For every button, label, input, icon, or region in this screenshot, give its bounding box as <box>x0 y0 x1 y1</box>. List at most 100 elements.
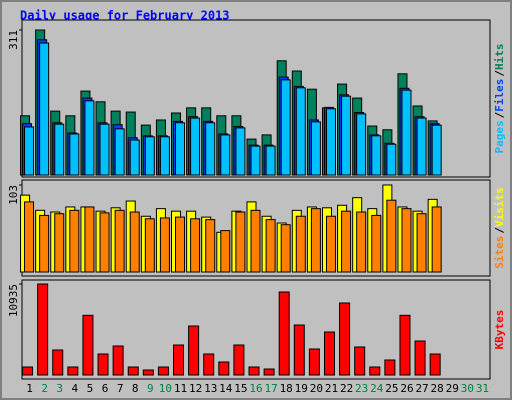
bar <box>401 89 412 176</box>
bar <box>144 218 155 273</box>
bar <box>325 215 336 273</box>
bar <box>37 283 49 376</box>
x-tick-label: 7 <box>117 382 124 395</box>
bar <box>190 218 201 273</box>
bar <box>323 331 335 376</box>
x-tick-label: 20 <box>310 382 323 395</box>
bar <box>280 224 291 273</box>
x-tick-label: 13 <box>204 382 217 395</box>
bar <box>114 209 125 273</box>
x-tick-label: 1 <box>26 382 33 395</box>
legend: KBytes <box>493 310 506 350</box>
bar <box>159 136 170 176</box>
x-tick-label: 12 <box>189 382 202 395</box>
bar <box>218 361 230 376</box>
x-tick-label: 23 <box>355 382 368 395</box>
bar <box>235 127 246 176</box>
bar <box>173 344 185 376</box>
x-tick-label: 31 <box>476 382 489 395</box>
bar <box>265 219 276 273</box>
bar <box>293 324 305 376</box>
x-tick-label: 17 <box>264 382 277 395</box>
bar <box>280 79 291 176</box>
bar <box>82 314 94 376</box>
legend-entry: Files <box>493 79 506 112</box>
x-tick-label: 18 <box>280 382 293 395</box>
x-tick-label: 6 <box>102 382 109 395</box>
bar <box>354 346 366 376</box>
bar <box>431 206 442 273</box>
bar <box>414 340 426 376</box>
x-tick-label: 11 <box>174 382 187 395</box>
bar <box>235 211 246 273</box>
legend: Sites /Visits <box>493 187 506 269</box>
bar <box>84 206 95 273</box>
bar <box>250 145 261 176</box>
bar <box>371 214 382 273</box>
bar <box>429 353 441 376</box>
bar <box>339 302 351 376</box>
bar <box>54 123 65 176</box>
bar <box>114 128 125 176</box>
bar <box>263 368 275 376</box>
bar <box>399 314 411 376</box>
bar <box>205 122 216 176</box>
x-tick-label: 5 <box>87 382 94 395</box>
bar <box>265 145 276 176</box>
x-tick-label: 26 <box>400 382 413 395</box>
legend-entry: Pages <box>493 120 506 153</box>
bar <box>175 216 186 273</box>
bar <box>233 344 245 376</box>
x-tick-label: 15 <box>234 382 247 395</box>
chart-title: Daily usage for February 2013 <box>20 9 230 23</box>
bar <box>220 134 231 176</box>
bar <box>295 215 306 273</box>
x-tick-label: 30 <box>461 382 474 395</box>
bar <box>24 126 35 176</box>
legend-separator: / <box>493 111 506 118</box>
bar <box>24 201 35 273</box>
x-tick-label: 16 <box>249 382 262 395</box>
legend-separator: / <box>493 70 506 77</box>
bar <box>175 122 186 176</box>
bar <box>84 100 95 176</box>
legend: Pages/Files/Hits <box>493 44 506 154</box>
bar <box>112 345 124 376</box>
bar <box>416 117 427 176</box>
bar <box>310 208 321 273</box>
legend-entry: Hits <box>493 44 506 71</box>
legend-entry: KBytes <box>493 310 506 350</box>
bar <box>159 217 170 273</box>
bar <box>341 95 352 176</box>
bar <box>22 366 34 376</box>
bar <box>308 348 320 376</box>
x-tick-label: 2 <box>41 382 48 395</box>
bar <box>431 124 442 176</box>
y-tick-label: 103 <box>7 185 20 205</box>
bar <box>325 108 336 176</box>
bar <box>416 213 427 273</box>
bar <box>220 230 231 273</box>
x-tick-label: 10 <box>159 382 172 395</box>
bar <box>69 133 80 176</box>
x-tick-label: 27 <box>415 382 428 395</box>
bar <box>203 353 215 376</box>
y-tick-label: 311 <box>7 30 20 50</box>
x-tick-label: 3 <box>56 382 63 395</box>
x-tick-label: 4 <box>72 382 79 395</box>
legend-entry: Visits <box>493 187 506 227</box>
bar <box>278 291 290 376</box>
x-tick-label: 25 <box>385 382 398 395</box>
x-tick-label: 14 <box>219 382 233 395</box>
bar <box>129 139 140 176</box>
bar <box>310 121 321 176</box>
bar <box>369 366 381 376</box>
bar <box>190 117 201 176</box>
bar <box>99 123 110 176</box>
bar <box>401 208 412 273</box>
bar <box>142 369 154 376</box>
bar <box>386 199 397 273</box>
x-tick-label: 29 <box>446 382 459 395</box>
x-tick-label: 22 <box>340 382 353 395</box>
